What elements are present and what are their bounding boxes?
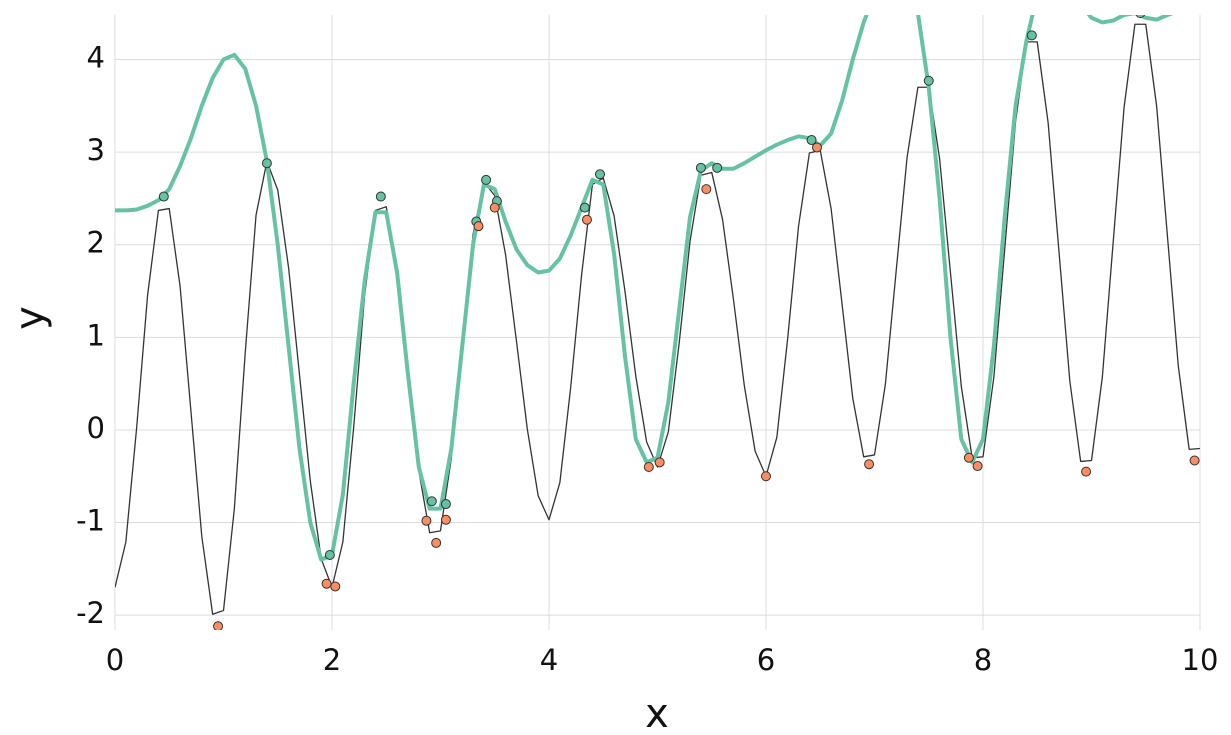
data-point — [972, 461, 983, 472]
data-point — [594, 169, 605, 180]
y-tick-label: 2 — [87, 226, 105, 260]
y-tick-label: 0 — [87, 411, 105, 445]
data-point — [1026, 30, 1037, 41]
y-tick-label: -2 — [76, 596, 105, 630]
data-point — [864, 459, 875, 470]
data-point — [1135, 15, 1145, 19]
y-tick-label: 4 — [87, 40, 105, 74]
data-point — [643, 461, 654, 472]
data-line — [115, 23, 1200, 615]
data-point — [481, 174, 492, 185]
y-tick-label: -1 — [76, 504, 105, 538]
data-point — [712, 162, 723, 173]
data-point — [261, 158, 272, 169]
data-point — [440, 499, 451, 510]
data-point — [923, 75, 934, 86]
data-point — [330, 581, 341, 592]
grid — [114, 15, 1201, 630]
data-point — [213, 621, 224, 630]
data-point — [421, 515, 432, 526]
data-point — [811, 142, 822, 153]
y-axis-label: y — [7, 306, 53, 330]
data-point — [431, 537, 442, 548]
data-line — [115, 15, 1174, 562]
x-tick-label: 8 — [974, 643, 992, 677]
data-point — [324, 549, 335, 560]
data-point — [581, 214, 592, 225]
x-tick-label: 6 — [757, 643, 775, 677]
plot-area — [115, 15, 1200, 630]
data-point — [701, 184, 712, 195]
data-point — [158, 191, 169, 202]
data-point — [654, 457, 665, 468]
data-point — [426, 496, 437, 507]
data-point — [806, 135, 817, 146]
y-tick-label: 1 — [87, 318, 105, 352]
x-axis-label: x — [645, 691, 669, 735]
data-point — [1081, 466, 1092, 477]
data-point — [761, 471, 771, 482]
x-tick-label: 4 — [540, 643, 558, 677]
data-point — [440, 514, 451, 525]
data-point — [1189, 455, 1200, 466]
x-tick-label: 0 — [106, 643, 124, 677]
y-tick-label: 3 — [87, 133, 105, 167]
data-point — [473, 221, 484, 232]
x-tick-label: 10 — [1182, 643, 1219, 677]
data-point — [489, 202, 500, 213]
x-tick-label: 2 — [323, 643, 341, 677]
data-point — [321, 578, 332, 589]
data-point — [375, 191, 386, 202]
data-point — [695, 162, 706, 173]
data-point — [579, 202, 590, 213]
data-point — [963, 452, 974, 463]
